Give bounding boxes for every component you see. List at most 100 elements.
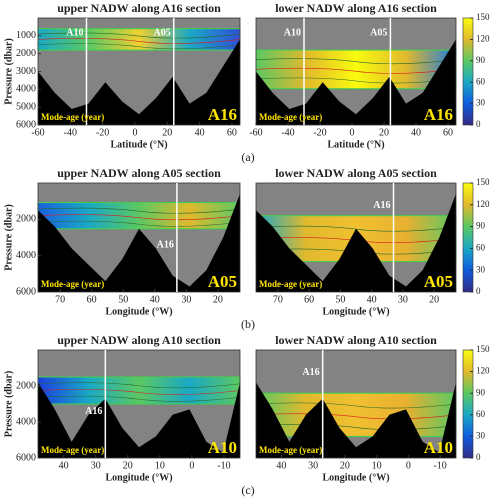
- colorbar-tick-label: 30: [476, 430, 486, 440]
- x-axis-label: Latitude (°N): [327, 139, 384, 150]
- contour: [37, 214, 241, 221]
- colorbar: [462, 17, 474, 126]
- contour: [37, 389, 241, 395]
- panel-title: lower NADW along A05 section: [275, 166, 437, 180]
- colorbar-tick-label: 90: [476, 55, 486, 65]
- x-tick-label: 60: [227, 127, 237, 138]
- x-tick-label: 50: [335, 294, 345, 305]
- x-axis-label: Longitude (°W): [322, 472, 389, 483]
- x-tick-label: 60: [87, 294, 97, 305]
- plot-frame: [255, 17, 457, 126]
- colorbar-tick-label: 120: [476, 366, 490, 376]
- crossing-label: A05: [154, 27, 171, 38]
- bathymetry: [38, 193, 240, 292]
- x-axis-label: Longitude (°W): [105, 306, 172, 317]
- x-tick-label: -60: [249, 127, 262, 138]
- colorbar-tick-label: 120: [476, 33, 490, 43]
- bathymetry: [38, 39, 240, 125]
- bathymetry: [38, 382, 240, 458]
- y-axis-label: Pressure (dbar): [3, 204, 14, 271]
- panel-title: lower NADW along A10 section: [275, 333, 437, 347]
- contour: [37, 32, 241, 39]
- x-tick-label: 30: [181, 294, 191, 305]
- y-tick-label: 6000: [16, 286, 36, 297]
- colorbar-tick-label: 150: [476, 12, 490, 22]
- contour: [255, 67, 457, 74]
- section-label: A05: [208, 272, 237, 291]
- annotation: Mode-age (year): [41, 112, 104, 122]
- panel-title: upper NADW along A05 section: [57, 166, 221, 180]
- x-tick-label: 0: [189, 460, 194, 471]
- contour: [37, 382, 241, 389]
- x-tick-label: 70: [55, 294, 65, 305]
- crossing-label: A10: [284, 27, 301, 38]
- caption: (c): [241, 483, 254, 497]
- section-label: A05: [424, 272, 453, 291]
- x-tick-label: -20: [313, 127, 326, 138]
- y-tick-label: 6000: [16, 452, 36, 463]
- age-field: [255, 392, 457, 437]
- x-tick-label: 0: [350, 127, 355, 138]
- x-tick-label: 20: [213, 294, 223, 305]
- contour: [37, 43, 241, 50]
- x-tick-label: -60: [31, 127, 44, 138]
- x-tick-label: 0: [406, 460, 411, 471]
- y-tick-label: 4000: [16, 84, 36, 95]
- x-tick-label: 30: [398, 294, 408, 305]
- contour: [255, 424, 457, 430]
- x-tick-label: 70: [273, 294, 283, 305]
- section-label: A10: [424, 438, 453, 457]
- x-tick-label: 10: [155, 460, 165, 471]
- y-axis-label: Pressure (dbar): [3, 38, 14, 105]
- section-label: A16: [208, 105, 237, 124]
- x-tick-label: -10: [433, 460, 446, 471]
- colorbar-tick-label: 60: [476, 76, 486, 86]
- x-tick-label: 40: [195, 127, 205, 138]
- colorbar-tick-label: 30: [476, 264, 486, 274]
- bathymetry: [256, 193, 456, 292]
- section-label: A16: [424, 105, 453, 124]
- contour: [255, 413, 457, 420]
- contour: [255, 77, 457, 84]
- colorbar-tick-label: 30: [476, 98, 486, 108]
- x-tick-label: 20: [340, 460, 350, 471]
- colorbar-tick-label: 60: [476, 409, 486, 419]
- panel-title: upper NADW along A16 section: [57, 1, 221, 15]
- y-tick-label: 4000: [16, 416, 36, 427]
- x-tick-label: 30: [308, 460, 318, 471]
- annotation: Mode-age (year): [259, 279, 322, 289]
- x-tick-label: -40: [64, 127, 77, 138]
- x-axis-label: Latitude (°N): [110, 139, 167, 150]
- colorbar-tick-label: 120: [476, 199, 490, 209]
- x-tick-label: 40: [367, 294, 377, 305]
- colorbar-tick-label: 150: [476, 344, 490, 354]
- colorbar-tick-label: 0: [476, 452, 481, 462]
- caption: (a): [241, 150, 254, 164]
- crossing-label: A16: [373, 200, 390, 211]
- colorbar-tick-label: 90: [476, 221, 486, 231]
- caption: (b): [241, 317, 255, 331]
- crossing-label: A16: [302, 367, 319, 378]
- x-tick-label: -10: [217, 460, 230, 471]
- x-tick-label: -40: [281, 127, 294, 138]
- contour: [37, 37, 241, 44]
- colorbar-tick-label: 150: [476, 177, 490, 187]
- colorbar-tick-label: 0: [476, 286, 481, 296]
- x-tick-label: 20: [379, 127, 389, 138]
- x-tick-label: 20: [429, 294, 439, 305]
- x-tick-label: -20: [96, 127, 109, 138]
- y-tick-label: 2000: [16, 380, 36, 391]
- bathymetry: [256, 382, 456, 458]
- annotation: Mode-age (year): [259, 445, 322, 455]
- crossing-label: A16: [157, 239, 174, 250]
- colorbar: [462, 349, 474, 459]
- annotation: Mode-age (year): [259, 112, 322, 122]
- panel-title: upper NADW along A10 section: [57, 333, 221, 347]
- contour: [37, 395, 241, 402]
- plot-frame: [255, 182, 457, 293]
- section-label: A10: [208, 438, 237, 457]
- x-axis-label: Longitude (°W): [105, 472, 172, 483]
- colorbar-tick-label: 60: [476, 242, 486, 252]
- crossing-label: A10: [66, 27, 83, 38]
